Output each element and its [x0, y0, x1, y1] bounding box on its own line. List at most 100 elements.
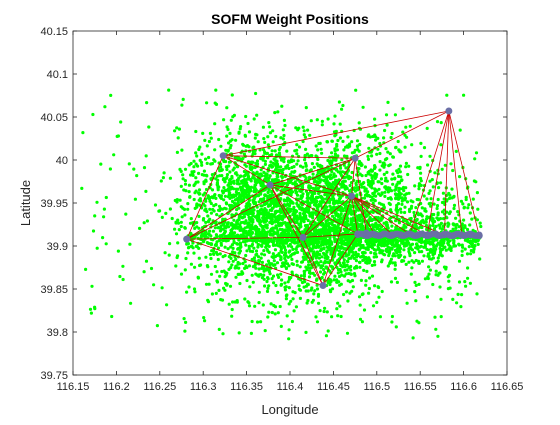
data-point	[143, 270, 146, 273]
data-point	[238, 182, 241, 185]
data-point	[292, 210, 295, 213]
data-point	[154, 203, 157, 206]
data-point	[201, 132, 204, 135]
data-point	[439, 217, 442, 220]
data-point	[222, 198, 225, 201]
data-point	[350, 140, 353, 143]
data-point	[419, 142, 422, 145]
data-point	[451, 169, 454, 172]
data-point	[236, 299, 239, 302]
data-point	[404, 146, 407, 149]
data-point	[405, 263, 408, 266]
data-point	[444, 164, 447, 167]
data-point	[423, 194, 426, 197]
data-point	[457, 243, 460, 246]
data-point	[228, 170, 231, 173]
data-point	[296, 241, 299, 244]
weight-point	[445, 107, 452, 114]
data-point	[279, 250, 282, 253]
data-point	[414, 206, 417, 209]
data-point	[269, 204, 272, 207]
data-point	[194, 182, 197, 185]
data-point	[193, 266, 196, 269]
data-point	[393, 189, 396, 192]
data-point	[391, 315, 394, 318]
data-point	[199, 197, 202, 200]
data-point	[252, 265, 255, 268]
data-point	[256, 194, 259, 197]
data-point	[375, 255, 378, 258]
data-point	[344, 146, 347, 149]
data-point	[427, 252, 430, 255]
data-point	[423, 209, 426, 212]
data-point	[237, 235, 240, 238]
data-point	[290, 160, 293, 163]
data-point	[276, 261, 279, 264]
data-point	[385, 113, 388, 116]
data-point	[179, 199, 182, 202]
data-point	[118, 275, 121, 278]
data-point	[248, 204, 251, 207]
data-point	[380, 203, 383, 206]
data-point	[192, 252, 195, 255]
data-point	[204, 179, 207, 182]
data-point	[263, 268, 266, 271]
data-point	[145, 101, 148, 104]
data-point	[291, 262, 294, 265]
data-point	[226, 128, 229, 131]
data-point	[329, 173, 332, 176]
data-point	[364, 256, 367, 259]
data-point	[241, 262, 244, 265]
data-point	[303, 286, 306, 289]
data-point	[231, 308, 234, 311]
data-point	[405, 162, 408, 165]
data-point	[180, 221, 183, 224]
data-point	[251, 220, 254, 223]
data-point	[367, 172, 370, 175]
data-point	[279, 146, 282, 149]
data-point	[430, 197, 433, 200]
data-point	[258, 273, 261, 276]
data-point	[305, 176, 308, 179]
data-point	[377, 180, 380, 183]
data-point	[262, 225, 265, 228]
data-point	[319, 164, 322, 167]
data-point	[236, 219, 239, 222]
data-point	[222, 118, 225, 121]
data-point	[274, 305, 277, 308]
data-point	[349, 257, 352, 260]
data-point	[292, 297, 295, 300]
data-point	[403, 193, 406, 196]
data-point	[295, 152, 298, 155]
data-point	[304, 148, 307, 151]
data-point	[194, 130, 197, 133]
data-point	[173, 129, 176, 132]
data-point	[341, 180, 344, 183]
data-point	[321, 123, 324, 126]
data-point	[258, 267, 261, 270]
data-point	[324, 226, 327, 229]
data-point	[342, 148, 345, 151]
data-point	[303, 273, 306, 276]
data-point	[386, 180, 389, 183]
data-point	[241, 187, 244, 190]
data-point	[436, 207, 439, 210]
weight-point	[319, 282, 326, 289]
data-point	[300, 274, 303, 277]
data-point	[327, 281, 330, 284]
data-point	[253, 202, 256, 205]
data-point	[436, 204, 439, 207]
data-point	[220, 244, 223, 247]
data-point	[262, 148, 265, 151]
data-point	[315, 261, 318, 264]
data-point	[399, 165, 402, 168]
data-point	[346, 135, 349, 138]
data-point	[271, 221, 274, 224]
data-point	[138, 227, 141, 230]
data-point	[219, 165, 222, 168]
data-point	[266, 315, 269, 318]
data-point	[297, 159, 300, 162]
data-point	[334, 159, 337, 162]
data-point	[459, 305, 462, 308]
data-point	[246, 226, 249, 229]
